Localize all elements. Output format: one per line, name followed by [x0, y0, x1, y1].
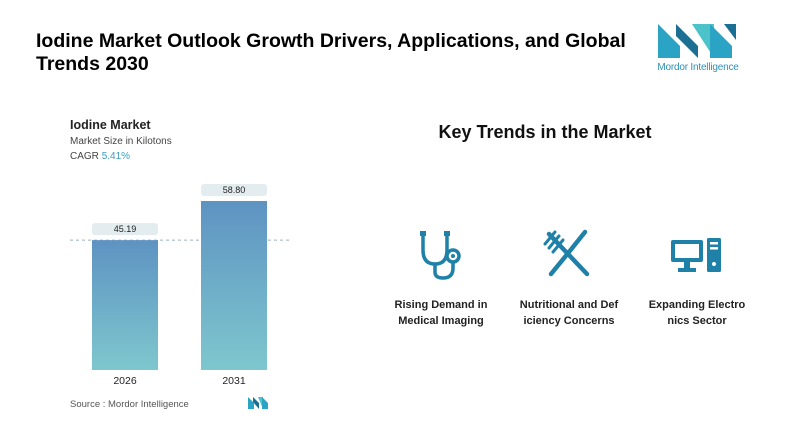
- stethoscope-icon: [420, 231, 461, 280]
- cagr-text: CAGR 5.41%: [70, 151, 130, 162]
- trend-label-electronics: Expanding Electro nics Sector: [648, 299, 746, 327]
- bar-2026: [92, 240, 158, 370]
- chart-title: Iodine Market: [70, 118, 151, 132]
- cagr-value: 5.41%: [101, 151, 131, 162]
- x-tick-label-2026: 2026: [113, 375, 137, 387]
- logo-text: Mordor Intelligence: [657, 62, 739, 73]
- source-logo-icon: [248, 397, 268, 409]
- trend-label-medical-imaging: Rising Demand in Medical Imaging: [394, 299, 488, 327]
- trend-item-medical-imaging: Rising Demand in Medical Imaging: [386, 228, 496, 329]
- data-label-bg-2026: [92, 223, 158, 236]
- mordor-logo-mark: [658, 24, 736, 58]
- data-label-bg-2031: [201, 184, 267, 196]
- bar-2031: [201, 201, 267, 370]
- chart-subtitle: Market Size in Kilotons: [70, 136, 172, 147]
- data-label-2031: 58.80: [223, 185, 246, 195]
- page-title: Iodine Market Outlook Growth Drivers, Ap…: [36, 30, 626, 75]
- key-trends-title: Key Trends in the Market: [438, 122, 652, 142]
- x-tick-label-2031: 2031: [222, 375, 246, 387]
- trend-label-nutrition: Nutritional and Def iciency Concerns: [519, 299, 619, 327]
- fork-knife-icon: [543, 229, 590, 277]
- computer-icon: [671, 238, 721, 272]
- trend-item-nutrition: Nutritional and Def iciency Concerns: [514, 228, 624, 329]
- chart-source: Source : Mordor Intelligence: [70, 399, 189, 410]
- cagr-label: CAGR: [70, 151, 99, 162]
- trend-item-electronics: Expanding Electro nics Sector: [642, 228, 752, 329]
- data-label-2026: 45.19: [114, 224, 137, 234]
